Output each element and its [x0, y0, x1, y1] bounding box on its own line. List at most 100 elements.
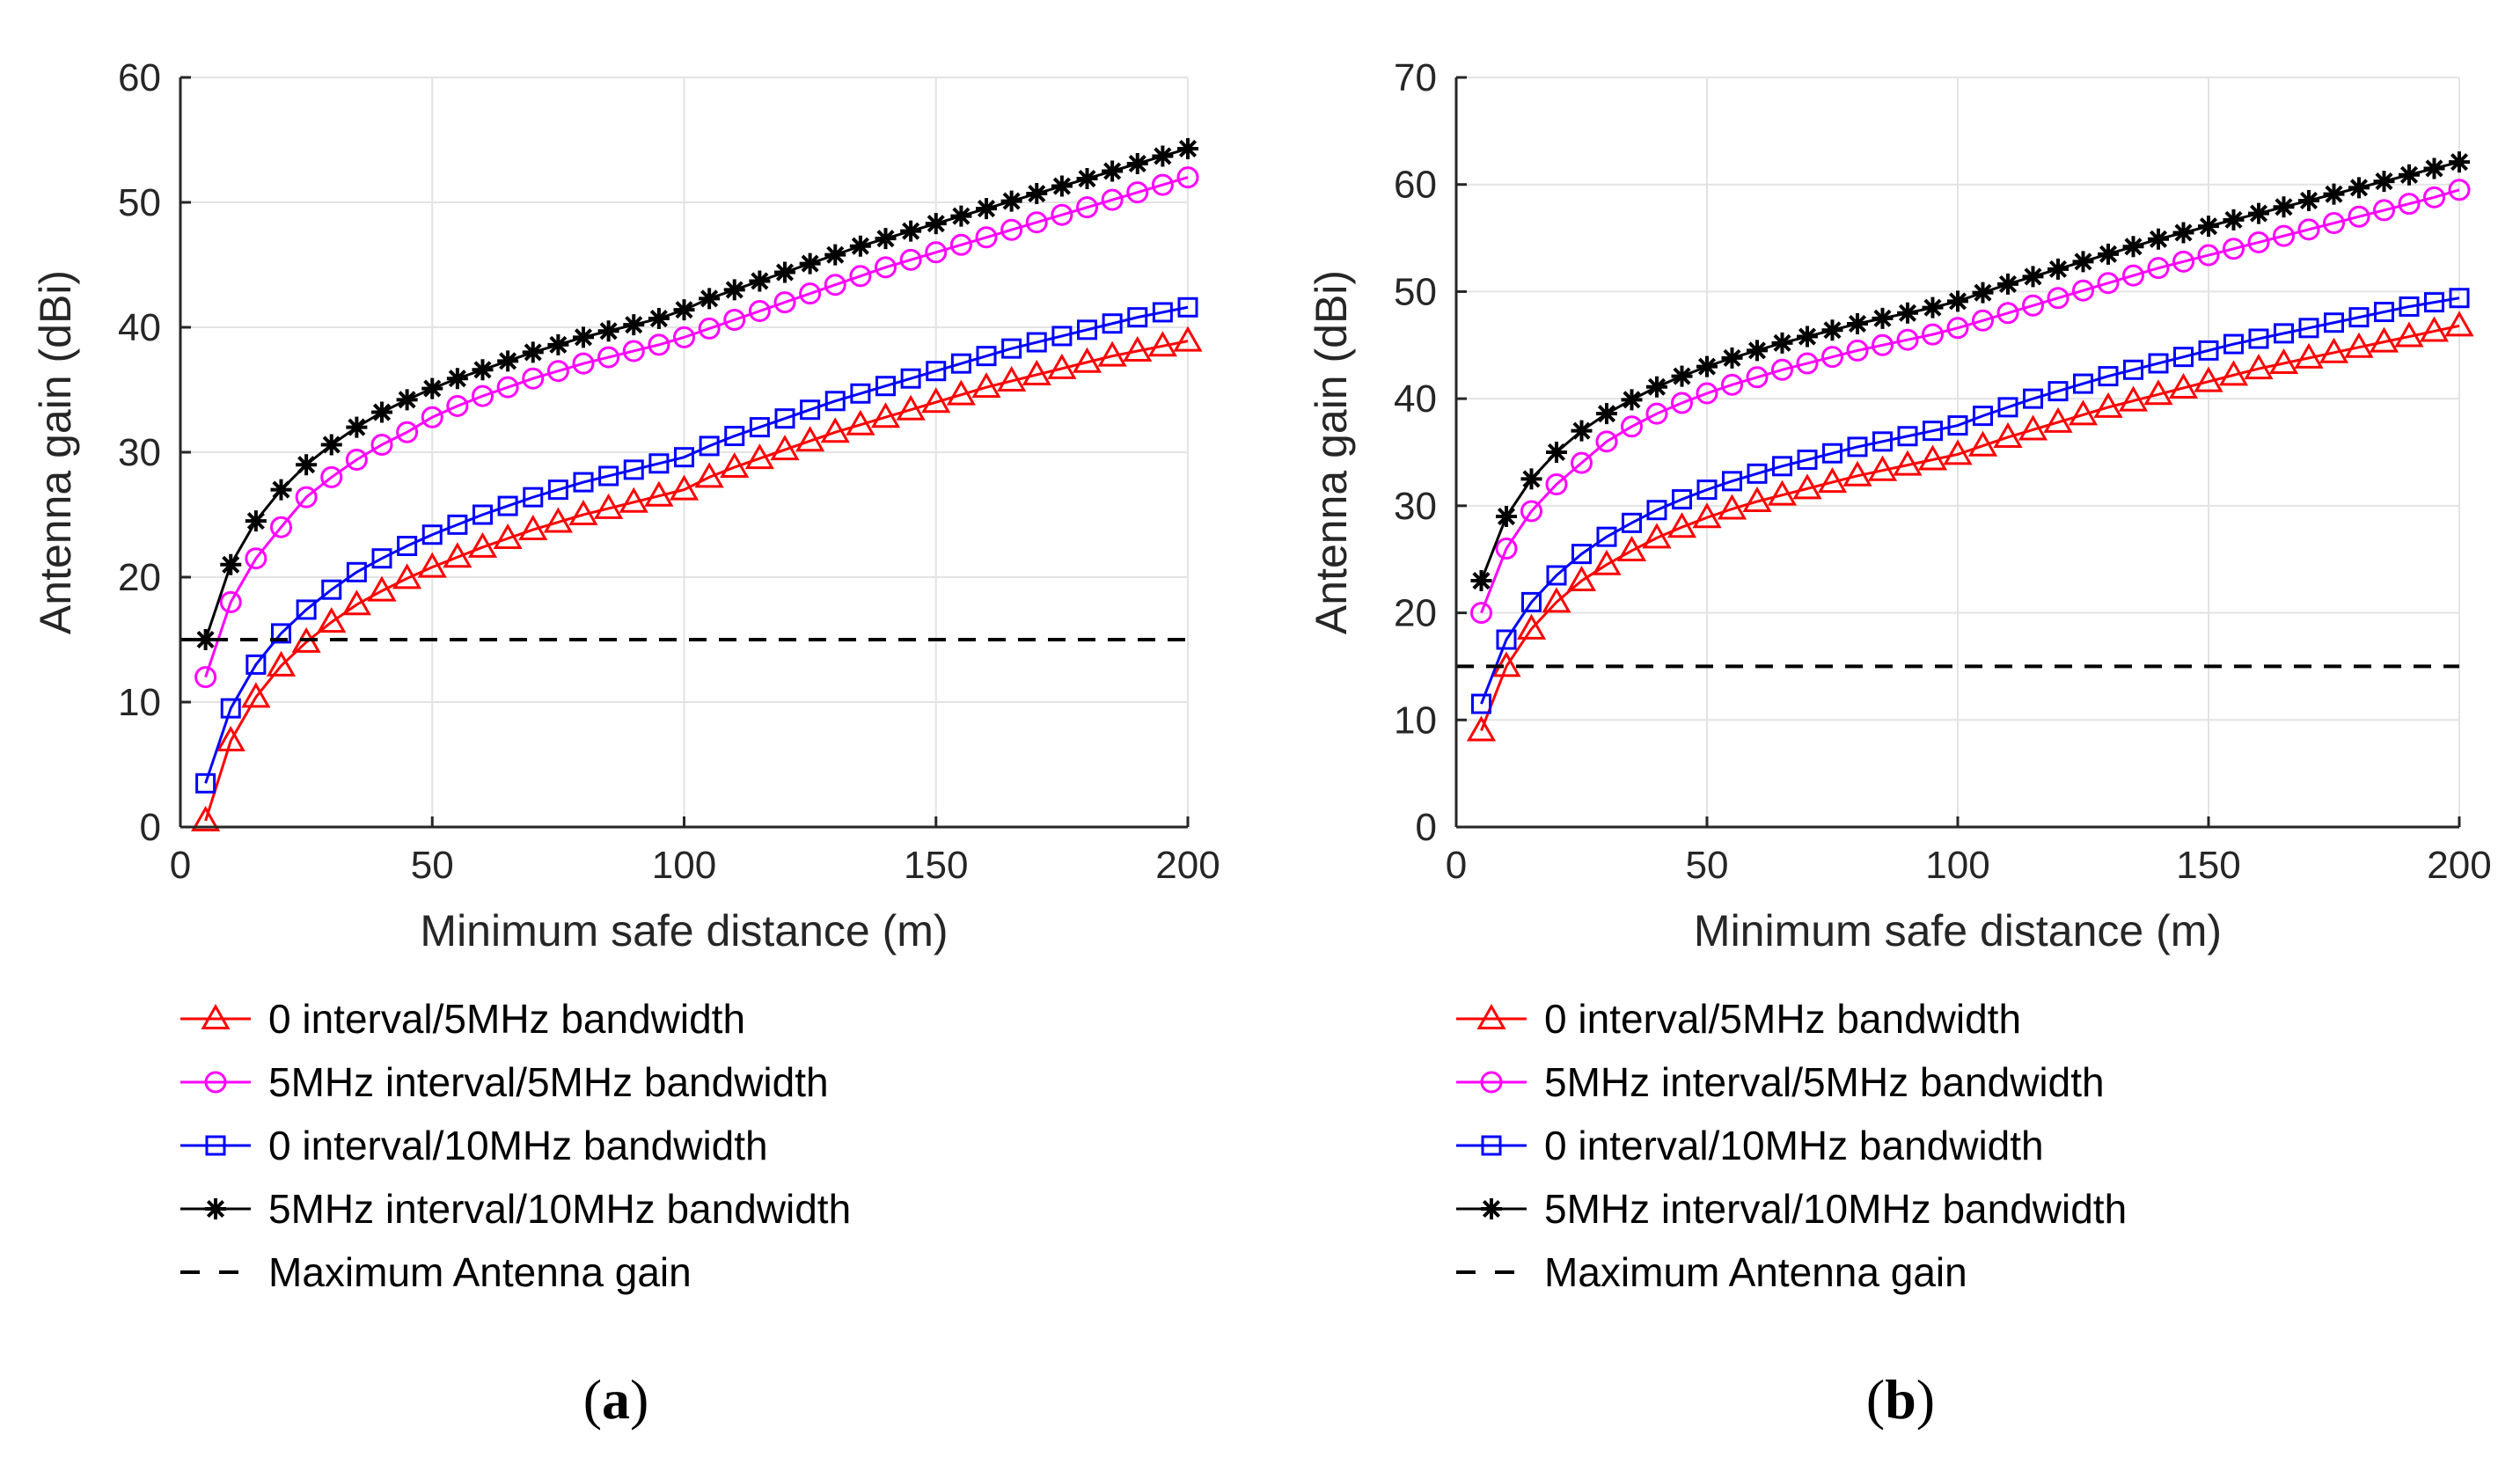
data-point — [1667, 512, 1697, 538]
data-point — [1972, 282, 1994, 304]
data-point — [2198, 216, 2219, 238]
data-point — [1000, 218, 1023, 241]
data-point — [1797, 326, 1818, 348]
data-point — [849, 235, 871, 257]
data-point — [1026, 332, 1047, 353]
data-point — [2268, 348, 2299, 374]
data-point — [2143, 379, 2173, 406]
data-point — [2022, 266, 2044, 288]
series-3 — [194, 137, 1198, 650]
data-point — [2218, 360, 2249, 386]
data-point — [472, 384, 494, 407]
data-point — [1177, 296, 1198, 318]
series-1 — [1470, 179, 2471, 625]
data-point — [1151, 173, 1174, 196]
data-point — [1646, 376, 1667, 398]
x-tick-label: 0 — [1446, 844, 1467, 887]
data-point — [2399, 296, 2420, 317]
series-2 — [1471, 288, 2470, 714]
data-point — [1943, 439, 1973, 465]
data-point — [1947, 415, 1968, 436]
data-point — [522, 341, 544, 363]
data-point — [371, 548, 392, 569]
data-point — [1645, 402, 1668, 425]
data-point — [1893, 450, 1923, 476]
data-point — [926, 361, 947, 382]
data-point — [799, 282, 822, 305]
data-point — [2348, 307, 2370, 328]
data-point — [1922, 296, 1944, 318]
data-point — [1772, 456, 1792, 477]
legend-item: 0 interval/5MHz bandwidth — [1456, 996, 2021, 1042]
data-point — [1797, 450, 1818, 471]
data-point — [2424, 292, 2444, 313]
data-point — [1126, 152, 1148, 174]
data-point — [1051, 326, 1073, 347]
data-point — [2123, 359, 2143, 380]
data-point — [446, 394, 469, 417]
data-point — [2373, 199, 2395, 222]
data-point — [1621, 389, 1643, 411]
y-tick-label: 40 — [1394, 377, 1437, 421]
data-point — [2394, 321, 2424, 348]
y-axis-label: Antenna gain (dBi) — [31, 270, 80, 634]
data-point — [1000, 190, 1022, 212]
y-tick-label: 40 — [118, 306, 161, 349]
data-point — [547, 333, 569, 355]
legend: 0 interval/5MHz bandwidth 5MHz interval/5… — [180, 996, 851, 1295]
series-line — [1480, 160, 2460, 582]
series-line — [204, 305, 1189, 784]
data-point — [341, 589, 371, 616]
legend: 0 interval/5MHz bandwidth 5MHz interval/5… — [1456, 996, 2127, 1295]
data-point — [1996, 302, 2019, 325]
data-point — [1495, 538, 1518, 560]
legend-marker — [1480, 1071, 1503, 1094]
data-point — [2148, 228, 2169, 250]
data-point — [2449, 151, 2470, 173]
data-point — [1671, 365, 1693, 387]
data-point — [1001, 338, 1022, 359]
data-point — [1897, 426, 1918, 447]
data-point — [2048, 258, 2069, 280]
data-point — [1622, 512, 1642, 533]
data-point — [2423, 186, 2445, 209]
y-tick-label: 60 — [118, 56, 161, 99]
data-point — [2148, 353, 2169, 374]
data-point — [1722, 471, 1742, 492]
data-point — [694, 462, 724, 488]
data-point — [1696, 355, 1718, 377]
data-point — [1592, 549, 1622, 575]
data-point — [1026, 183, 1048, 205]
data-point — [1771, 332, 1793, 354]
data-point — [975, 226, 998, 249]
data-point — [1822, 443, 1842, 464]
x-tick-label: 0 — [170, 844, 191, 887]
data-point — [1671, 392, 1693, 414]
legend-item: Maximum Antenna gain — [1456, 1249, 1967, 1295]
data-point — [1470, 602, 1492, 625]
data-point — [2348, 177, 2370, 199]
x-tick-label: 50 — [411, 844, 454, 887]
data-point — [1072, 347, 1102, 373]
data-point — [971, 372, 1001, 399]
data-point — [1872, 307, 1894, 329]
data-point — [216, 725, 245, 752]
chart-b: 0 50 100 150 200 0 10 20 30 40 50 60 70 Minimum safe … — [1307, 56, 2492, 1431]
y-tick-label: 20 — [118, 556, 161, 599]
data-point — [421, 524, 443, 545]
legend-item: 5MHz interval/10MHz bandwidth — [180, 1186, 851, 1232]
legend-marker — [204, 1071, 227, 1094]
data-point — [1571, 451, 1593, 474]
data-point — [946, 379, 976, 406]
data-point — [2444, 311, 2474, 337]
data-point — [875, 228, 897, 250]
data-point — [194, 666, 217, 689]
data-point — [1521, 591, 1542, 612]
data-point — [699, 288, 721, 310]
y-tick-label: 30 — [118, 431, 161, 474]
data-point — [472, 504, 493, 525]
data-point — [2068, 399, 2099, 426]
data-point — [493, 523, 523, 549]
data-point — [597, 346, 620, 369]
